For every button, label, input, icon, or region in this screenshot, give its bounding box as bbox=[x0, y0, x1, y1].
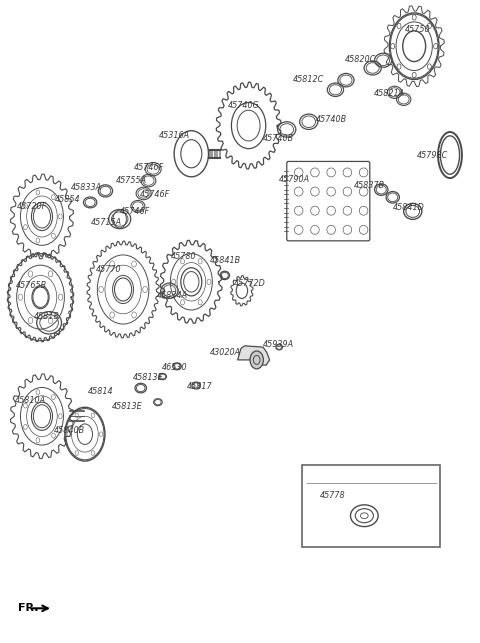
Text: 46530: 46530 bbox=[162, 363, 187, 372]
Text: 43020A: 43020A bbox=[209, 348, 240, 357]
Text: 45715A: 45715A bbox=[91, 218, 122, 227]
Text: 45770: 45770 bbox=[96, 264, 121, 273]
Text: 45833A: 45833A bbox=[71, 183, 102, 192]
Text: 45790A: 45790A bbox=[279, 175, 310, 184]
Text: 45813E: 45813E bbox=[133, 374, 164, 383]
Text: FR.: FR. bbox=[18, 603, 38, 613]
Text: 45821A: 45821A bbox=[373, 89, 405, 98]
Text: 45834A: 45834A bbox=[157, 291, 188, 300]
Circle shape bbox=[250, 351, 264, 369]
Text: 45854: 45854 bbox=[55, 195, 81, 204]
Text: 45780: 45780 bbox=[171, 251, 196, 260]
Text: 45755A: 45755A bbox=[116, 176, 147, 185]
Polygon shape bbox=[238, 346, 270, 365]
Text: 45810A: 45810A bbox=[15, 396, 46, 405]
Text: 45746F: 45746F bbox=[120, 207, 150, 216]
Text: 45798C: 45798C bbox=[417, 150, 448, 159]
Text: 45939A: 45939A bbox=[263, 340, 294, 349]
Text: 45740G: 45740G bbox=[228, 100, 260, 109]
Text: 45772D: 45772D bbox=[234, 278, 266, 287]
Text: 45746F: 45746F bbox=[134, 163, 164, 172]
Text: 45812C: 45812C bbox=[292, 75, 324, 84]
Text: 45316A: 45316A bbox=[159, 131, 190, 140]
Text: 45841D: 45841D bbox=[393, 203, 424, 212]
Text: 45820C: 45820C bbox=[345, 55, 376, 64]
Text: 45720F: 45720F bbox=[17, 202, 47, 211]
Text: 45837B: 45837B bbox=[354, 181, 384, 190]
Bar bbox=[302, 465, 441, 547]
Text: 45840B: 45840B bbox=[54, 426, 85, 435]
Text: 45813E: 45813E bbox=[112, 401, 143, 410]
Text: 45778: 45778 bbox=[320, 491, 346, 500]
Text: 45740B: 45740B bbox=[263, 134, 294, 143]
Text: 45740B: 45740B bbox=[316, 114, 348, 123]
Text: 45841B: 45841B bbox=[209, 255, 240, 264]
Text: 45814: 45814 bbox=[88, 388, 114, 397]
Text: 45818: 45818 bbox=[34, 312, 60, 321]
Text: 45750: 45750 bbox=[405, 25, 430, 34]
Text: 45765B: 45765B bbox=[16, 281, 47, 290]
Text: 45746F: 45746F bbox=[140, 190, 170, 199]
Text: 45817: 45817 bbox=[187, 383, 212, 392]
